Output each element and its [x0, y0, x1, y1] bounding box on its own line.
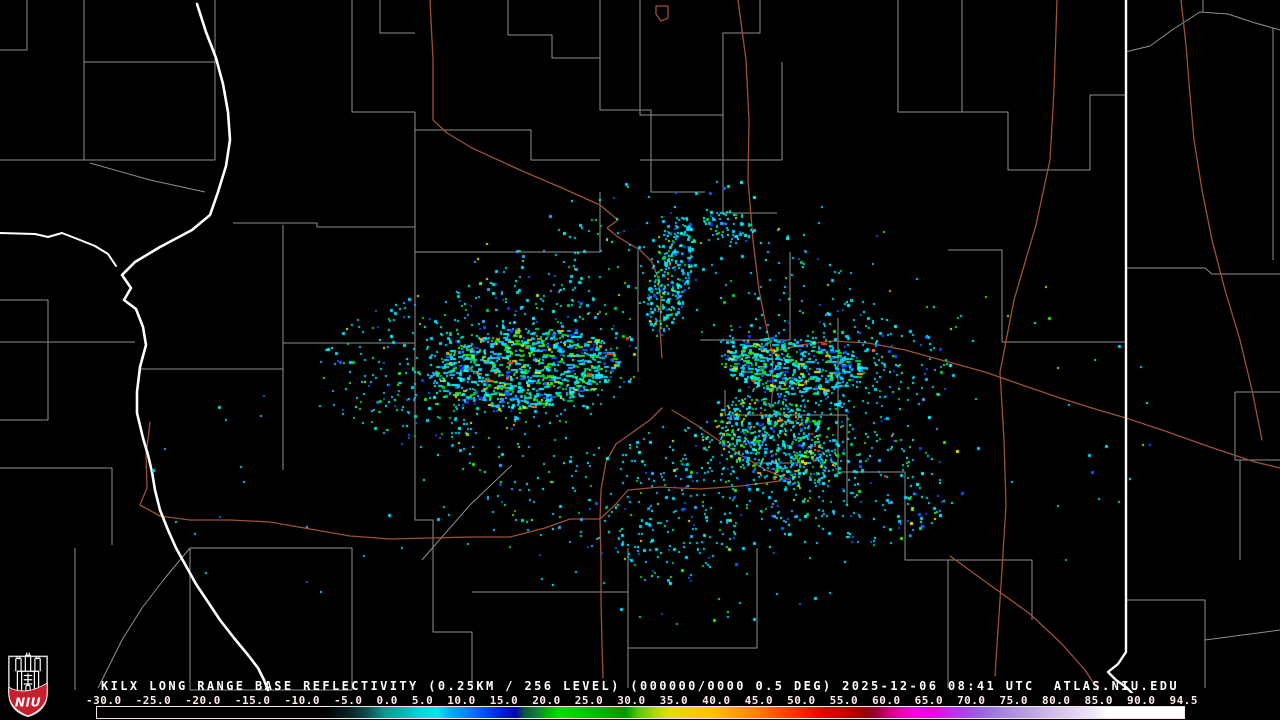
niu-logo: NIU — [8, 652, 48, 718]
dbz-tick-label: 5.0 — [411, 694, 434, 707]
dbz-tick-label: -5.0 — [334, 694, 363, 707]
dbz-tick-label: 50.0 — [787, 694, 816, 707]
dbz-tick-label: 90.0 — [1127, 694, 1156, 707]
dbz-tick-label: -10.0 — [284, 694, 321, 707]
dbz-tick-label: 80.0 — [1042, 694, 1071, 707]
dbz-tick-label: 75.0 — [999, 694, 1029, 707]
dbz-tick-label: -30.0 — [86, 694, 122, 707]
dbz-tick-label: 45.0 — [744, 694, 774, 707]
dbz-tick-label: 40.0 — [702, 694, 731, 707]
dbz-tick-label: 10.0 — [447, 694, 476, 707]
dbz-tick-label: 15.0 — [489, 694, 519, 707]
dbz-tick-label: 20.0 — [532, 694, 561, 707]
dbz-tick-label: 25.0 — [574, 694, 604, 707]
dbz-tick-label: 70.0 — [957, 694, 986, 707]
dbz-tick-label: -15.0 — [234, 694, 271, 707]
dbz-tick-label: 60.0 — [872, 694, 901, 707]
colorbar-labels: -30.0 -25.0 -20.0 -15.0 -10.0 -5.0 0.0 5.0 10.0 1… — [86, 694, 1198, 707]
niu-logo-text: NIU — [15, 695, 41, 709]
dbz-tick-label: 85.0 — [1084, 694, 1114, 707]
dbz-tick-label: 0.0 — [376, 694, 398, 707]
dbz-tick-label: 30.0 — [617, 694, 646, 707]
niu-red-band — [8, 682, 48, 717]
dbz-tick-label: -25.0 — [135, 694, 172, 707]
dbz-tick-label: 65.0 — [914, 694, 944, 707]
reflectivity-colorbar — [96, 706, 1185, 719]
dbz-tick-label: -20.0 — [185, 694, 221, 707]
dbz-tick-label: 35.0 — [659, 694, 689, 707]
product-caption: KILX LONG RANGE BASE REFLECTIVITY (0.25K… — [101, 679, 1179, 693]
dbz-tick-label: 94.5 — [1169, 694, 1198, 707]
castle-icon — [15, 652, 41, 691]
dbz-tick-label: 55.0 — [829, 694, 859, 707]
